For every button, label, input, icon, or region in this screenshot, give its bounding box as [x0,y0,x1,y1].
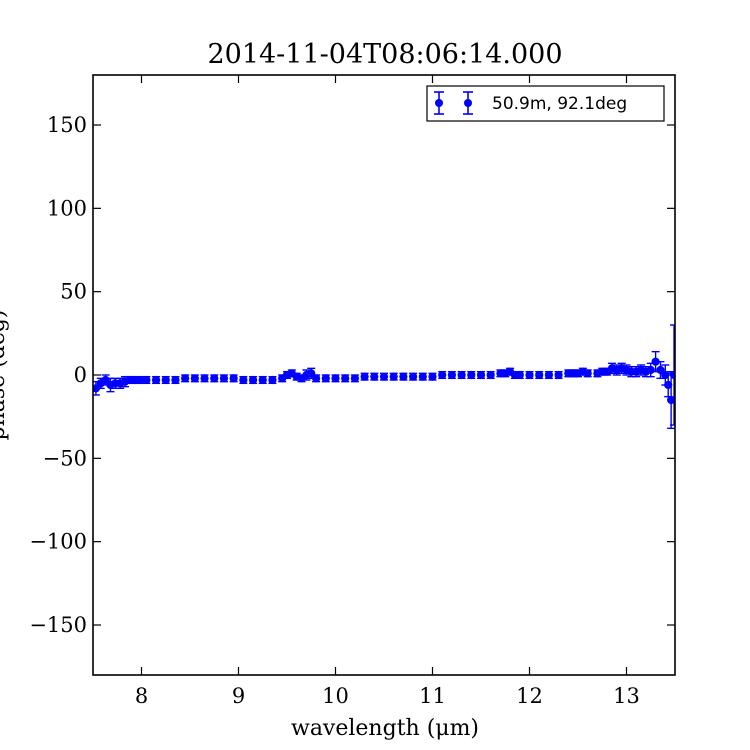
x-tick-label: 10 [322,684,349,708]
data-point [350,374,359,383]
data-point [399,372,408,381]
data-point [229,374,238,383]
x-tick-label: 9 [232,684,245,708]
data-point [467,370,476,380]
x-tick-label: 13 [613,684,640,708]
y-tick-label: −150 [29,613,87,637]
plot-area [93,324,675,430]
data-point [535,370,544,380]
data-point [210,374,219,383]
chart-title: 2014-11-04T08:06:14.000 [207,39,562,70]
legend: 50.9m, 92.1deg [426,85,665,122]
plot-frame [92,74,676,676]
y-tick-label: 0 [74,363,87,387]
y-tick-label: 100 [47,196,87,220]
y-tick-label: 50 [60,280,87,304]
data-point [525,370,534,380]
data-point [583,369,592,378]
data-point [341,374,350,383]
data-point [321,374,330,383]
x-axis-label: wavelength (μm) [291,716,479,741]
data-point [219,374,229,383]
data-point [181,374,190,383]
data-point [646,365,655,375]
y-tick-label: 150 [47,113,87,137]
legend-marker [434,91,473,115]
data-point [515,370,524,380]
data-point [142,375,151,385]
data-point [248,375,258,385]
data-point [656,365,665,375]
data-point [171,375,180,385]
x-axis-ticks: 8 9 10 11 12 13 [135,75,640,708]
data-point [360,372,369,381]
x-tick-label: 11 [419,684,446,708]
data-point [544,370,554,380]
data-point [370,372,379,381]
data-point [190,374,199,383]
y-tick-label: −100 [29,530,87,554]
data-point [476,370,486,380]
data-point [258,375,267,385]
y-axis-label: phase (deg) [0,309,10,440]
data-point [486,370,495,380]
data-point [447,370,456,380]
data-point [161,375,170,385]
legend-point [435,99,443,107]
data-point [331,374,340,383]
data-point [239,375,248,385]
data-point [389,372,398,381]
data-point [418,372,427,381]
y-axis-ticks: 150 100 50 0 −50 −100 −150 [29,113,675,637]
data-point [554,370,563,380]
data-point [379,372,389,381]
data-point [135,375,144,385]
legend-point [464,99,472,107]
data-point [312,374,321,383]
data-point [428,372,437,381]
data-point [438,370,447,380]
data-point [669,370,675,380]
x-tick-label: 8 [135,684,148,708]
data-point [409,372,418,381]
data-series [93,324,675,430]
data-point [268,375,277,385]
data-point [457,370,466,380]
data-point [200,374,209,383]
legend-entry-label: 50.9m, 92.1deg [492,94,627,114]
data-point [151,375,161,385]
x-tick-label: 12 [516,684,543,708]
y-tick-label: −50 [43,446,87,470]
